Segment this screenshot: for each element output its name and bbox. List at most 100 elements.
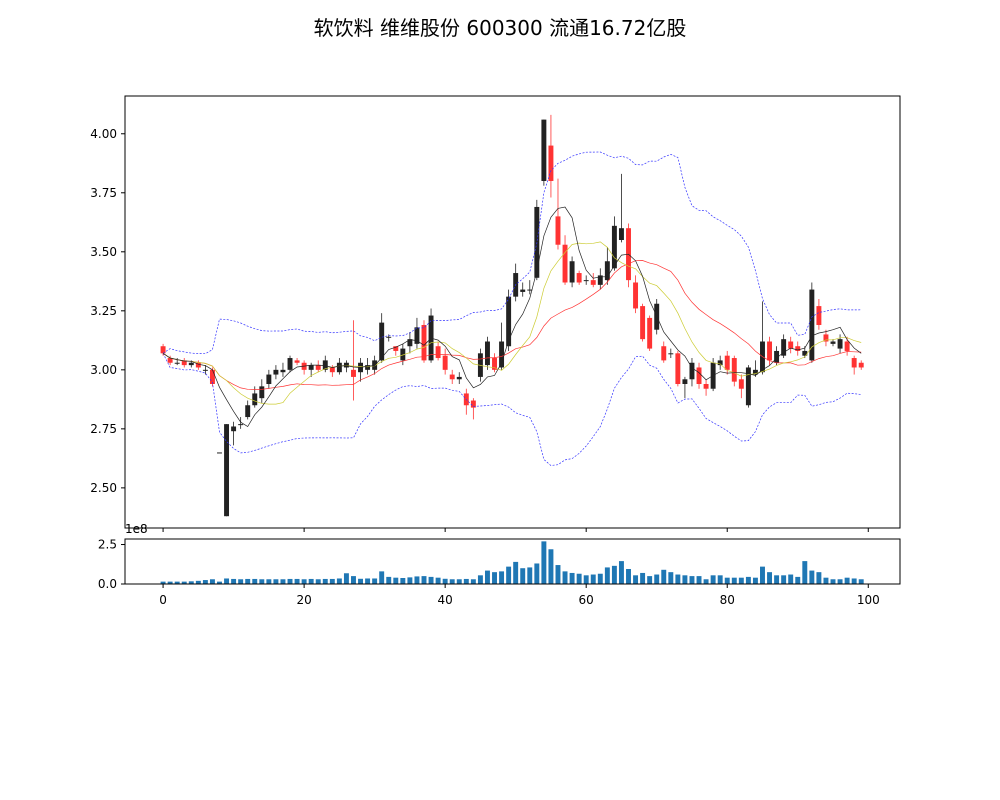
candle-body <box>604 261 610 281</box>
candle-body <box>590 280 596 285</box>
volume-bar <box>633 575 639 584</box>
candle-body <box>245 405 251 418</box>
volume-bar <box>534 563 540 584</box>
y-tick-label: 2.75 <box>90 422 117 436</box>
candle-body <box>336 362 342 373</box>
volume-bar <box>640 572 646 584</box>
volume-bar <box>273 579 279 584</box>
candle-body <box>421 324 427 361</box>
volume-bar <box>343 573 349 584</box>
candle-body <box>837 339 843 349</box>
volume-bar <box>379 571 385 584</box>
candle-body <box>527 289 533 291</box>
candle-body <box>470 400 476 408</box>
candle-body <box>499 341 505 368</box>
y-tick-label: 3.00 <box>90 363 117 377</box>
y-tick-label: 3.75 <box>90 186 117 200</box>
candle-body <box>767 341 773 361</box>
volume-bar <box>520 568 526 584</box>
candle-body <box>717 360 723 366</box>
candle-body <box>195 362 201 368</box>
volume-bar <box>661 569 667 584</box>
volume-bar <box>202 580 208 584</box>
candle-body <box>386 336 392 338</box>
volume-bar <box>506 566 512 584</box>
candlestick-panel: 2.50 2.75 3.00 3.25 3.50 3.75 4.00 <box>90 95 901 532</box>
y-tick-label: 0.0 <box>98 577 117 591</box>
y-tick-label: 3.50 <box>90 245 117 259</box>
y-tick-label: 2.5 <box>98 538 117 552</box>
volume-bar <box>647 576 653 584</box>
x-tick-label: 60 <box>579 593 594 607</box>
candle-body <box>520 289 526 292</box>
candle-body <box>858 362 864 368</box>
candle-body <box>188 362 194 366</box>
candle-body <box>379 322 385 361</box>
volume-bar <box>745 576 751 584</box>
candle-body <box>280 369 286 373</box>
volume-bar <box>259 579 265 584</box>
candle-body <box>640 306 646 340</box>
candle-body <box>365 365 371 370</box>
volume-bar <box>562 571 568 584</box>
candle-body <box>548 145 554 181</box>
ma5-line <box>162 206 862 427</box>
volume-bar <box>583 575 589 584</box>
candle-body <box>745 367 751 406</box>
volume-bar <box>731 577 737 584</box>
candle-body <box>209 369 215 384</box>
candle-body <box>231 426 237 432</box>
candle-body <box>823 334 829 342</box>
y-tick-label: 3.25 <box>90 304 117 318</box>
candle-body <box>774 350 780 363</box>
volume-bar <box>238 579 244 584</box>
volume-bar <box>844 577 850 584</box>
volume-bar <box>421 576 427 584</box>
volume-bar <box>760 566 765 584</box>
candle-body <box>569 261 575 283</box>
candle-body <box>202 369 208 371</box>
price-axes-frame <box>124 95 901 529</box>
volume-bar <box>181 581 187 584</box>
volume-bar <box>351 576 356 584</box>
volume-bar <box>611 565 617 584</box>
candle-body <box>611 225 617 269</box>
volume-bar <box>252 578 258 584</box>
candle-body <box>696 367 702 384</box>
volume-bar <box>541 541 547 584</box>
candle-body <box>252 393 258 406</box>
volume-bar <box>752 577 758 584</box>
volume-bar <box>548 549 554 584</box>
candle-body <box>647 317 653 349</box>
candle-body <box>781 339 787 356</box>
y-tick-label: 2.50 <box>90 481 117 495</box>
volume-bar <box>851 578 857 584</box>
volume-bar <box>217 581 222 584</box>
volume-bar <box>372 578 378 584</box>
volume-bar <box>795 576 801 584</box>
volume-bar <box>195 580 201 584</box>
volume-bar <box>675 574 681 584</box>
chart-title: 软饮料 维维股份 600300 流通16.72亿股 <box>313 16 687 40</box>
volume-bar <box>618 561 624 584</box>
volume-bar <box>329 578 335 584</box>
candle-body <box>492 358 497 370</box>
volume-bar <box>604 567 610 584</box>
candle-body <box>576 273 582 283</box>
volume-bar <box>668 572 674 584</box>
candle-body <box>830 341 836 344</box>
candle-body <box>816 306 822 325</box>
candle-body <box>181 360 187 366</box>
candle-body <box>583 280 589 282</box>
volume-bar <box>470 579 476 584</box>
volume-bar <box>781 575 787 584</box>
candle-body <box>738 379 744 389</box>
candle-body <box>633 282 639 309</box>
candle-body <box>541 119 547 181</box>
candle-body <box>294 360 300 363</box>
candle-body <box>456 376 462 380</box>
candle-body <box>308 365 314 370</box>
x-tick-label: 80 <box>720 593 735 607</box>
volume-bar <box>576 573 582 584</box>
